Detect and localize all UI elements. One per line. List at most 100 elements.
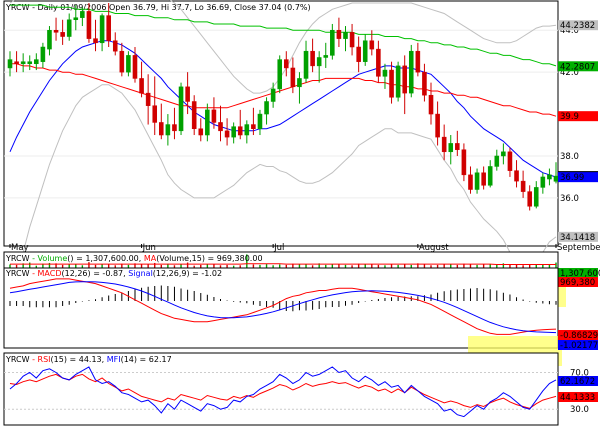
volume-panel: YRCW - Volume() = 1,307,600.00, MA(Volum… [3,251,600,307]
candle-body [408,50,414,94]
date-tick-label: Jul [273,243,284,253]
value-label-text: -1.02177 [560,341,598,351]
value-label-text: 36.99 [560,173,584,183]
value-label-text: 34.1418 [560,233,595,243]
candle-body [435,113,440,138]
value-label-text: -0.86829 [560,331,598,341]
candle-body [501,151,506,157]
value-label-text: 44.2382 [560,21,595,31]
value-label-box [558,111,598,122]
date-tick-label: May [11,243,29,253]
candle-body [40,46,46,62]
rsi-gridlines [4,372,558,410]
candle-body [60,32,65,37]
candle-body [461,149,467,176]
value-label-box [558,277,598,287]
value-label-text: 44.1333 [560,393,595,403]
value-label-box [558,268,598,278]
overlay-line [10,63,557,117]
rsi-title-part: (14) = 62.17 [121,355,172,364]
candle-body [53,29,59,33]
macd-panel-frame [3,267,559,349]
date-tick-label: September [557,243,600,253]
candle-body [422,71,427,96]
candle-body [507,151,513,171]
chart-title-symbol: YRCW [5,3,30,12]
date-tick-label: August [419,243,449,253]
rsi-axis: 70.0 30.0 [570,369,589,416]
candle-body [178,86,184,132]
bollinger-bands [9,0,557,299]
value-label-text: 1,307,600 [560,269,600,279]
candle-body [481,172,486,186]
date-tick-label: Jun [142,243,156,253]
mfi-line [9,366,557,418]
candle-body [540,176,546,188]
candle-body [251,124,256,129]
price-tick-label: 44.0 [560,26,579,36]
macd-title-part: YRCW [5,269,30,278]
candle-body [330,29,335,56]
candle-body [139,78,144,94]
candle-body [126,55,131,73]
price-axis: 44.0 42.0 38.0 36.0 [560,26,579,204]
candle-body [520,180,526,192]
candle-body [80,11,85,18]
value-label-box [558,20,598,31]
candle-body [553,175,559,182]
candle-body [336,29,342,39]
volume-ma-line [10,263,556,265]
volume-title-part: YRCW [5,254,30,263]
candle-body [99,15,105,44]
candle-body [218,122,223,132]
candle-body [14,61,19,65]
candle-body [468,174,473,190]
candle-body [27,61,33,65]
candle-body [455,143,460,150]
rsi-title-part: MFI [107,355,121,364]
candle-body [514,170,519,182]
candle-body [283,59,289,69]
candle-body [343,32,348,39]
candle-body [205,109,210,136]
rsi-mfi-panel: YRCW - RSI(15) = 44.13, MFI(14) = 62.17 … [3,352,598,426]
macd-title-part: (12,26,9) = -1.02 [153,269,222,278]
candle-body [356,46,361,62]
candle-body [382,69,388,77]
candle-body [66,19,72,37]
value-label-text: 39.9 [560,112,579,122]
rsi-mfi-lines [9,366,557,418]
overlay-line [9,84,557,299]
macd-title-part: (12,26) = -0.87, [62,269,129,278]
candle-body [547,174,552,180]
volume-ma-line [10,263,556,265]
overlay-line [9,0,557,94]
candle-body [389,69,394,98]
candle-body [428,94,434,115]
candle-body [316,57,322,67]
volume-title-part: - Volume [30,254,68,263]
value-label-text: 42.2807 [560,62,595,72]
candle-body [191,101,197,129]
rsi-value-labels: 62.1672 44.1333 [558,376,598,403]
candle-body [395,65,401,98]
candle-body [119,50,125,73]
candle-body [402,65,407,94]
candle-body [270,88,276,102]
candle-body [415,50,421,73]
date-axis: May Jun Jul August September [9,243,600,253]
candle-body [277,59,283,90]
value-label-box [558,61,598,72]
candle-body [224,130,230,138]
candle-body [237,126,243,136]
candle-body [198,128,204,136]
candle-body [323,55,329,58]
candle-body [376,48,381,77]
macd-line [9,278,557,335]
price-panel-title: YRCW - Daily 01/09/2006 Open 36.79, Hi 3… [5,3,311,12]
candle-body [349,32,355,48]
value-label-text: 62.1672 [560,377,595,387]
candle-body [132,55,138,79]
candle-body [244,124,250,136]
